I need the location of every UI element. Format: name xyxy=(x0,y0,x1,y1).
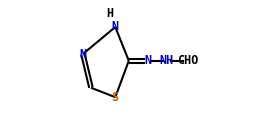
Text: CHO: CHO xyxy=(178,54,199,67)
Text: N: N xyxy=(112,21,119,33)
Text: NH: NH xyxy=(159,54,174,67)
Text: N: N xyxy=(144,54,151,67)
Text: S: S xyxy=(112,91,119,104)
Text: H: H xyxy=(106,7,113,20)
Text: N: N xyxy=(79,48,87,60)
